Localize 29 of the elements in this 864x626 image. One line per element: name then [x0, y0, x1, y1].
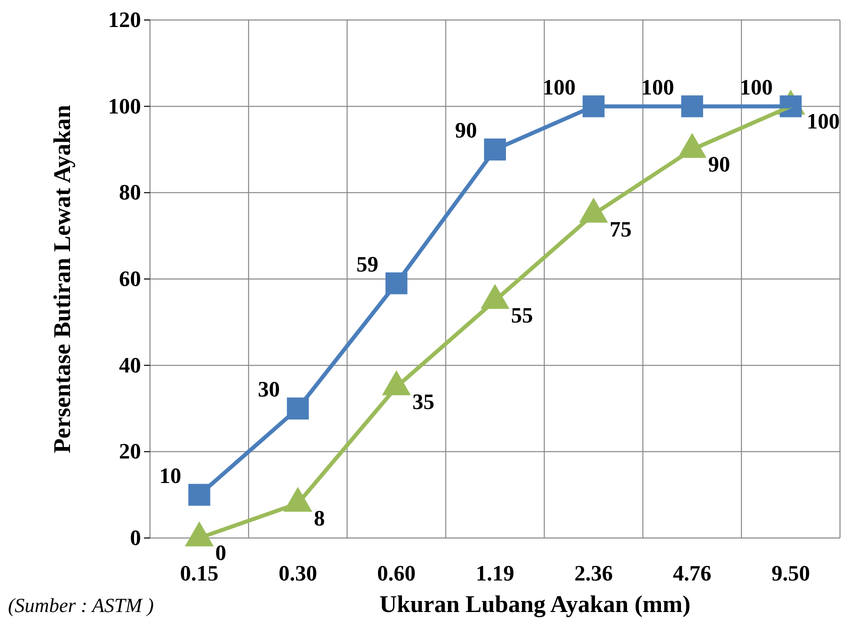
data-label: 100	[806, 108, 840, 134]
data-label: 30	[258, 376, 280, 402]
data-label: 75	[610, 216, 632, 242]
y-tick-label: 0	[130, 525, 141, 550]
data-label: 10	[159, 462, 182, 488]
data-label: 90	[708, 152, 730, 176]
x-tick-label: 0.30	[278, 560, 318, 586]
text: (Sumber : ASTM )	[8, 595, 154, 617]
x-tick-label: 2.36	[574, 560, 613, 586]
data-label: 90	[455, 118, 477, 142]
y-tick-label: 20	[119, 438, 141, 464]
data-label: 8	[314, 505, 325, 530]
y-axis-title: Persentase Butiran Lewat Ayakan	[50, 104, 76, 454]
data-label: 100	[542, 74, 576, 100]
x-tick-label: 4.76	[672, 560, 712, 586]
data-label: 100	[740, 74, 773, 100]
y-tick-label: 120	[108, 7, 141, 32]
y-tick-label: 40	[119, 352, 141, 378]
x-tick-label: 1.19	[476, 560, 514, 586]
x-axis-title: Ukuran Lubang Ayakan (mm)	[380, 592, 690, 618]
y-tick-label: 80	[119, 180, 141, 205]
y-tick-label: 100	[108, 93, 141, 118]
x-tick-label: 0.60	[377, 560, 416, 586]
data-label: 35	[412, 388, 434, 414]
data-label: 100	[641, 74, 674, 100]
x-tick-label: 9.50	[771, 560, 810, 586]
data-label: 55	[511, 302, 533, 328]
y-tick-label: 60	[119, 266, 141, 292]
data-label: 59	[356, 251, 378, 276]
